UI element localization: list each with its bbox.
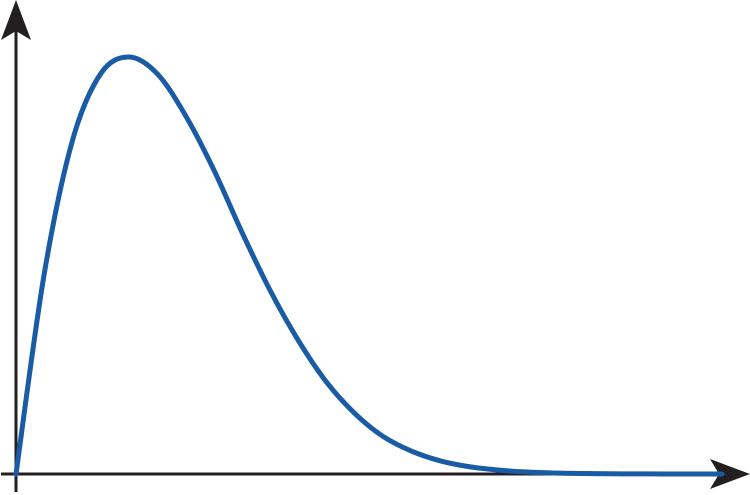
series-line (13, 54, 725, 477)
x-axis-arrow-icon (710, 459, 750, 489)
y-axis-arrow-icon (1, 0, 31, 40)
